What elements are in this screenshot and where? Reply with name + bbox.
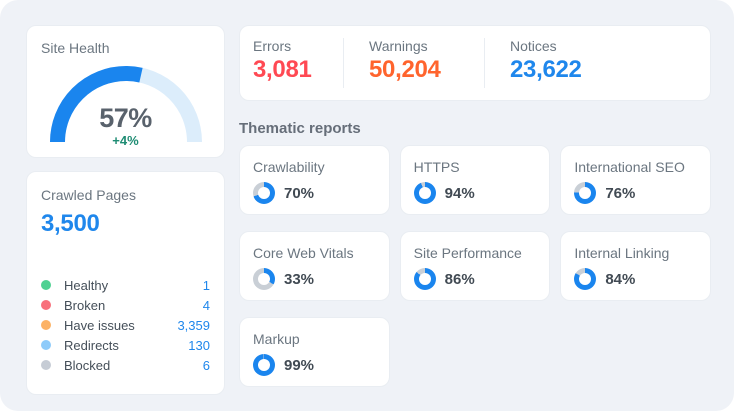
thematic-card-https[interactable]: HTTPS 94%: [399, 145, 551, 215]
legend-value[interactable]: 4: [202, 297, 210, 313]
thematic-card-title: International SEO: [574, 159, 685, 175]
errors-value[interactable]: 3,081: [253, 56, 312, 83]
site-health-gauge: 57% +4%: [49, 64, 203, 149]
healthy-dot-icon: [41, 280, 51, 290]
donut-row: 33%: [253, 268, 376, 290]
progress-donut-icon: [253, 268, 275, 290]
thematic-reports-heading: Thematic reports: [239, 120, 361, 137]
thematic-card-percent: 33%: [284, 270, 315, 288]
gauge-fill-arc: [49, 66, 202, 143]
site-health-card: Site Health 57% +4%: [26, 25, 225, 158]
crawled-pages-card: Crawled Pages 3,500 Healthy 1 Broken: [26, 171, 225, 395]
progress-donut-icon: [413, 182, 436, 204]
thematic-card-crawlability[interactable]: Crawlability 70%: [239, 145, 390, 215]
legend-label: Broken: [64, 297, 106, 313]
redirects-dot-icon: [41, 340, 51, 350]
thematic-card-percent: 84%: [605, 270, 636, 288]
thematic-card-title: Internal Linking: [574, 245, 670, 261]
blocked-dot-icon: [41, 360, 51, 370]
notices-label: Notices: [510, 38, 557, 54]
legend-value[interactable]: 3,359: [177, 317, 210, 333]
issue-totals-card: Errors 3,081 Warnings 50,204 Notices 23,…: [239, 25, 711, 101]
errors-label: Errors: [253, 38, 292, 54]
donut-row: 76%: [574, 182, 697, 204]
donut-row: 70%: [253, 182, 376, 204]
thematic-card-percent: 70%: [284, 184, 315, 202]
crawled-pages-legend: Healthy 1 Broken 4 Have issues 3,359 Red…: [41, 277, 210, 373]
divider: [343, 38, 344, 88]
legend-value[interactable]: 130: [188, 337, 210, 353]
warnings-label: Warnings: [369, 38, 428, 54]
thematic-reports-grid: Crawlability 70% HTTPS 94% International…: [239, 145, 711, 387]
left-column: Site Health 57% +4% Crawled Pages 3,500: [26, 25, 225, 395]
legend-label: Redirects: [64, 337, 119, 353]
site-health-percent: 57%: [99, 103, 152, 133]
donut-row: 86%: [413, 268, 537, 290]
legend-value[interactable]: 1: [202, 277, 210, 293]
legend-row-redirects: Redirects 130: [41, 337, 210, 353]
divider: [484, 38, 485, 88]
thematic-card-title: HTTPS: [413, 159, 460, 175]
notices-value[interactable]: 23,622: [510, 56, 582, 83]
legend-row-have-issues: Have issues 3,359: [41, 317, 210, 333]
thematic-card-title: Markup: [253, 331, 300, 347]
thematic-card-percent: 86%: [444, 270, 475, 288]
donut-row: 99%: [253, 354, 376, 376]
thematic-card-title: Site Performance: [413, 245, 522, 261]
right-column: Errors 3,081 Warnings 50,204 Notices 23,…: [239, 25, 711, 395]
progress-donut-icon: [574, 182, 597, 204]
progress-donut-icon: [574, 268, 597, 290]
have-issues-dot-icon: [41, 320, 51, 330]
progress-donut-icon: [253, 354, 275, 376]
thematic-card-core-web-vitals[interactable]: Core Web Vitals 33%: [239, 231, 390, 301]
progress-donut-icon: [253, 182, 275, 204]
crawled-pages-title: Crawled Pages: [41, 187, 136, 203]
legend-row-broken: Broken 4: [41, 297, 210, 313]
thematic-card-title: Crawlability: [253, 159, 325, 175]
donut-row: 84%: [574, 268, 697, 290]
gauge-svg: [49, 66, 202, 143]
site-health-delta: +4%: [112, 133, 139, 148]
crawled-pages-total[interactable]: 3,500: [41, 210, 100, 237]
legend-row-healthy: Healthy 1: [41, 277, 210, 293]
errors-stat: Errors 3,081: [240, 26, 343, 100]
thematic-card-internal-linking[interactable]: Internal Linking 84%: [560, 231, 711, 301]
crawled-pages-stacked-bar: [41, 249, 210, 267]
warnings-value[interactable]: 50,204: [369, 56, 441, 83]
warnings-stat: Warnings 50,204: [344, 26, 484, 100]
legend-row-blocked: Blocked 6: [41, 357, 210, 373]
legend-value[interactable]: 6: [202, 357, 210, 373]
broken-dot-icon: [41, 300, 51, 310]
thematic-card-site-performance[interactable]: Site Performance 86%: [399, 231, 551, 301]
progress-donut-icon: [413, 268, 436, 290]
legend-label: Have issues: [64, 317, 135, 333]
gauge-text: 57% +4%: [49, 104, 203, 148]
legend-label: Healthy: [64, 277, 109, 293]
thematic-card-percent: 99%: [284, 356, 315, 374]
thematic-card-title: Core Web Vitals: [253, 245, 354, 261]
thematic-card-percent: 76%: [605, 184, 636, 202]
thematic-card-markup[interactable]: Markup 99%: [239, 317, 390, 387]
notices-stat: Notices 23,622: [485, 26, 710, 100]
donut-row: 94%: [413, 182, 537, 204]
legend-label: Blocked: [64, 357, 111, 373]
site-health-title: Site Health: [41, 40, 110, 56]
thematic-card-international-seo[interactable]: International SEO 76%: [560, 145, 711, 215]
thematic-card-percent: 94%: [444, 184, 475, 202]
